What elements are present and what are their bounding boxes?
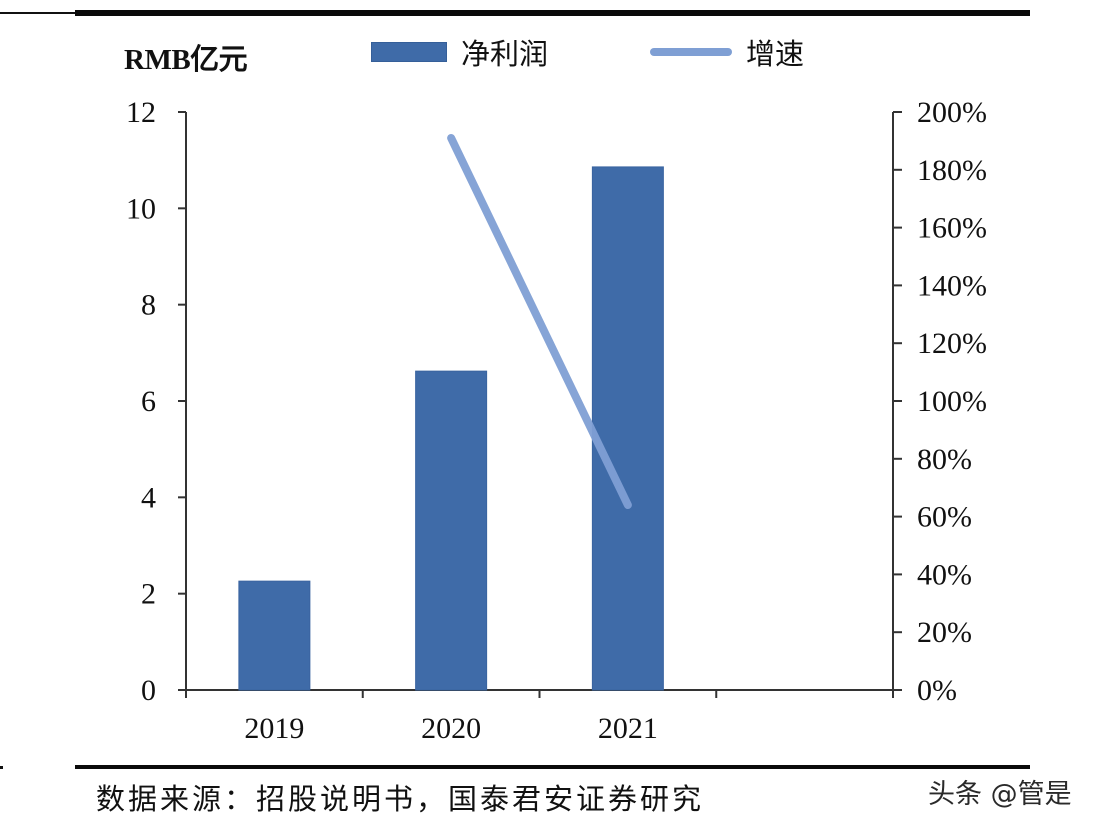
right-axis-tick-label: 20%: [917, 616, 972, 649]
x-axis-category-label: 2020: [421, 712, 481, 745]
bottom-rule-stub: [0, 766, 3, 769]
right-axis-tick-label: 100%: [917, 385, 987, 418]
right-axis-tick-label: 200%: [917, 96, 987, 129]
bar-series: [238, 166, 664, 691]
left-axis-tick-label: 10: [126, 192, 156, 225]
left-axis-tick-label: 12: [126, 96, 156, 129]
bar-2021: [591, 166, 664, 691]
axis-labels: 0246810120%20%40%60%80%100%120%140%160%1…: [126, 96, 987, 745]
bar-2019: [238, 580, 311, 691]
bottom-rule: [75, 765, 1030, 769]
left-axis-tick-label: 2: [141, 578, 156, 611]
legend-item-growth: 增速: [650, 30, 804, 74]
right-axis-tick-label: 80%: [917, 443, 972, 476]
right-axis-tick-label: 60%: [917, 501, 972, 534]
legend-line-swatch-icon: [650, 48, 732, 56]
unit-label: RMB亿元: [124, 44, 248, 76]
legend-label-net-profit: 净利润: [461, 37, 549, 71]
watermark: 头条 @管是: [928, 779, 1072, 810]
source-note: 数据来源：招股说明书，国泰君安证券研究: [96, 782, 705, 816]
legend-label-growth: 增速: [746, 37, 805, 71]
left-axis-tick-label: 6: [141, 385, 156, 418]
right-axis-tick-label: 120%: [917, 327, 987, 360]
x-axis-category-label: 2021: [598, 712, 658, 745]
right-axis-tick-label: 40%: [917, 558, 972, 591]
line-series: [447, 134, 632, 510]
left-axis-tick-label: 8: [141, 289, 156, 322]
left-axis-tick-label: 0: [141, 674, 156, 707]
right-axis-tick-label: 140%: [917, 269, 987, 302]
legend-item-net-profit: 净利润: [371, 30, 548, 74]
left-axis-tick-label: 4: [141, 481, 156, 514]
x-axis-category-label: 2019: [244, 712, 304, 745]
right-axis-tick-label: 160%: [917, 212, 987, 245]
right-axis-tick-label: 0%: [917, 674, 957, 707]
right-axis-tick-label: 180%: [917, 154, 987, 187]
growth-line: [447, 134, 632, 510]
bar-2020: [415, 370, 488, 691]
top-rule: [75, 10, 1030, 16]
top-rule-thin: [0, 12, 76, 14]
legend-bar-swatch-icon: [371, 42, 447, 62]
